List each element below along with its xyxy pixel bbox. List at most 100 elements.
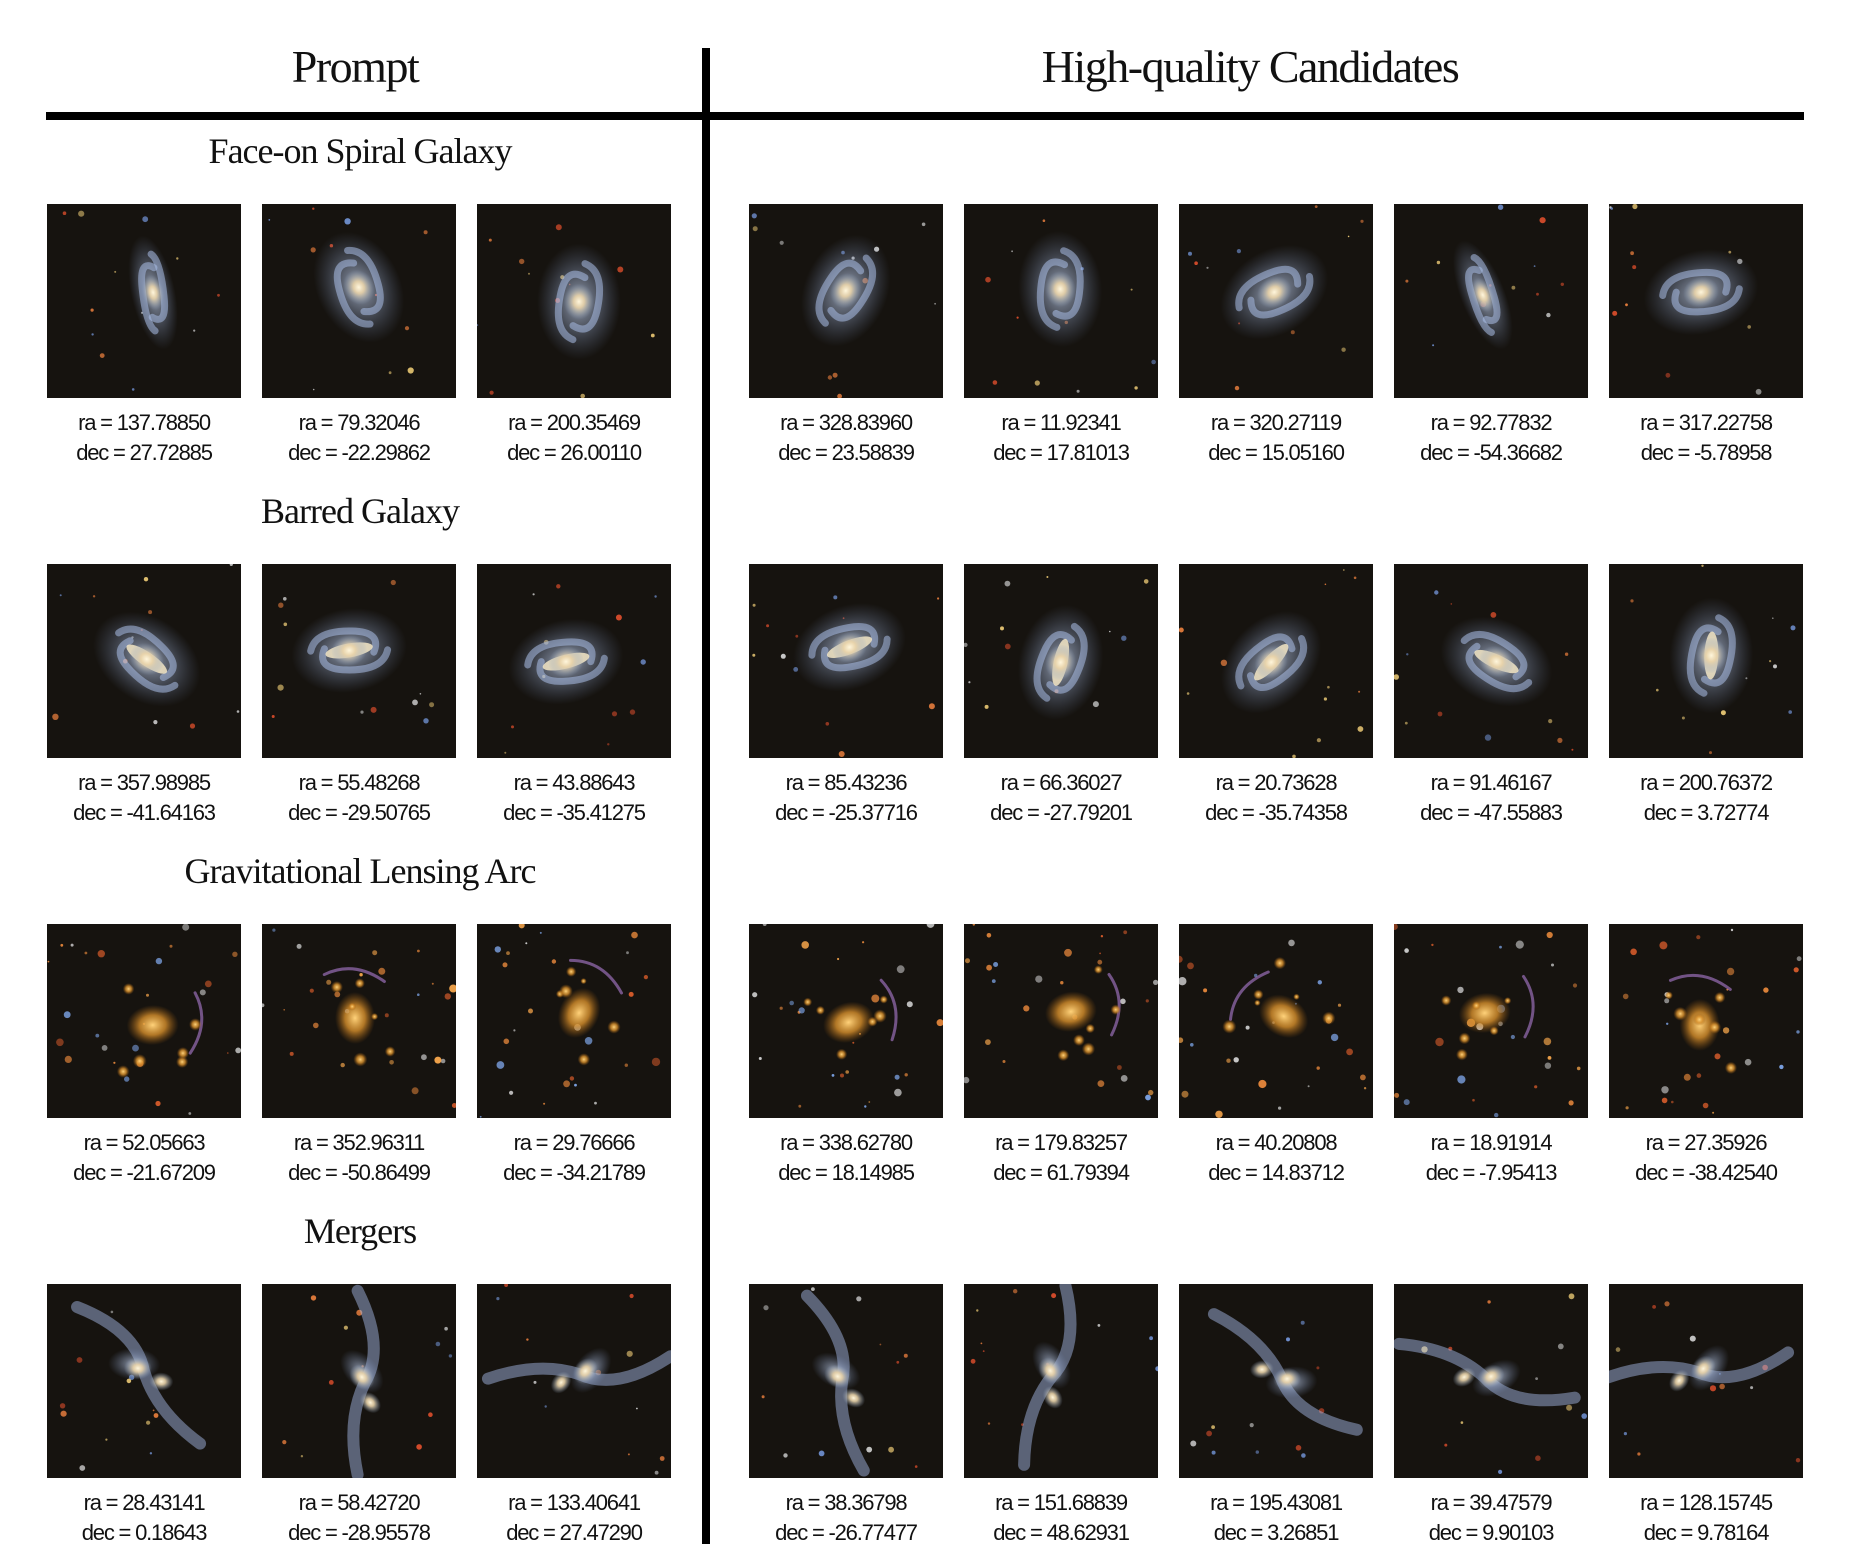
ra-value: ra = 39.47579 [1430, 1490, 1553, 1515]
dec-value: dec = -29.50765 [288, 800, 431, 825]
ra-value: ra = 27.35926 [1645, 1130, 1768, 1155]
galaxy-image [749, 1284, 943, 1478]
background-star [833, 595, 838, 600]
background-star [752, 653, 756, 657]
coordinates-caption: ra = 79.32046 dec = -22.29862 [239, 408, 479, 468]
background-star [611, 711, 618, 717]
background-star [300, 1455, 304, 1458]
galaxy-image [964, 564, 1158, 758]
background-star [76, 1357, 83, 1363]
galaxy [1669, 597, 1754, 714]
background-star [509, 1090, 514, 1095]
section-title: Mergers [303, 1211, 417, 1251]
background-star [1712, 1111, 1715, 1114]
background-star [503, 1038, 510, 1045]
background-star [1255, 1450, 1259, 1454]
background-star [59, 1403, 66, 1409]
background-star [479, 1115, 482, 1118]
background-star [488, 238, 492, 242]
background-star [502, 962, 508, 968]
background-star [1186, 692, 1190, 695]
background-star [1534, 1085, 1538, 1089]
background-star [1666, 1022, 1669, 1025]
background-star [268, 219, 271, 221]
background-star [640, 659, 646, 665]
background-star [1435, 1037, 1444, 1047]
background-star [444, 1326, 448, 1331]
background-star [326, 979, 332, 985]
background-star [1042, 219, 1046, 222]
background-star [1773, 664, 1777, 669]
background-star [52, 713, 59, 720]
background-star [1403, 1099, 1410, 1106]
background-star [544, 1405, 547, 1408]
dec-value: dec = 3.72774 [1643, 800, 1770, 825]
background-star [193, 329, 196, 332]
background-star [1323, 697, 1327, 701]
background-star [79, 1465, 86, 1471]
background-star [1290, 330, 1295, 335]
galaxy-cutout [477, 564, 671, 758]
background-star [964, 1076, 970, 1084]
background-star [124, 1076, 130, 1082]
background-star [752, 603, 756, 607]
coordinates-caption: ra = 38.36798 dec = -26.77477 [726, 1488, 966, 1548]
background-star [99, 353, 105, 358]
galaxy-image [964, 924, 1158, 1118]
galaxy-cutout [1179, 204, 1373, 398]
column-divider [702, 48, 710, 1544]
background-star [431, 982, 434, 985]
background-star [1179, 1037, 1184, 1043]
background-star [419, 693, 422, 695]
background-star [1460, 1421, 1464, 1424]
background-star [513, 1029, 516, 1032]
background-star [444, 993, 451, 1000]
background-star [417, 993, 420, 996]
background-star [1120, 998, 1126, 1005]
background-star [428, 1412, 433, 1417]
coordinates-caption: ra = 91.46167 dec = -47.55883 [1371, 768, 1611, 828]
background-star [1342, 569, 1345, 571]
background-star [1431, 943, 1434, 947]
dec-value: dec = -7.95413 [1425, 1160, 1558, 1185]
galaxy-image [262, 204, 456, 398]
background-star [1405, 279, 1409, 283]
background-star [1233, 1057, 1239, 1063]
background-star [1206, 1430, 1212, 1437]
galaxy [1609, 1344, 1795, 1392]
background-star [1615, 1347, 1621, 1352]
background-star [1064, 948, 1072, 957]
background-star [1000, 626, 1004, 631]
dec-value: dec = -5.78958 [1640, 440, 1773, 465]
background-star [114, 270, 117, 273]
background-star [489, 390, 494, 395]
galaxy-image [749, 924, 943, 1118]
background-star [845, 1070, 849, 1074]
galaxy-cutout [262, 924, 456, 1118]
dec-value: dec = 27.47290 [506, 1520, 643, 1545]
background-star [1671, 1100, 1674, 1104]
coordinates-caption: ra = 92.77832 dec = -54.36682 [1371, 408, 1611, 468]
ra-value: ra = 11.92341 [1001, 410, 1121, 435]
background-star [378, 967, 386, 975]
background-star [1659, 941, 1668, 950]
background-star [62, 211, 67, 215]
background-star [1560, 282, 1564, 286]
background-star [1450, 603, 1453, 605]
background-star [888, 1446, 894, 1453]
background-star [1292, 754, 1296, 758]
background-star [504, 751, 507, 754]
background-star [761, 1395, 765, 1399]
coordinates-caption: ra = 52.05663 dec = -21.67209 [24, 1128, 264, 1188]
background-star [894, 1074, 900, 1080]
dec-value: dec = 15.05160 [1208, 440, 1345, 465]
background-star [1788, 710, 1792, 714]
galaxy-cutout [1394, 204, 1588, 398]
background-star [1652, 1305, 1656, 1309]
galaxy-cutout [47, 1284, 241, 1478]
background-star [153, 720, 158, 725]
background-star [411, 1087, 419, 1095]
background-star [1060, 981, 1064, 985]
galaxy-image [1609, 924, 1803, 1118]
galaxy-cutout [1609, 564, 1803, 758]
